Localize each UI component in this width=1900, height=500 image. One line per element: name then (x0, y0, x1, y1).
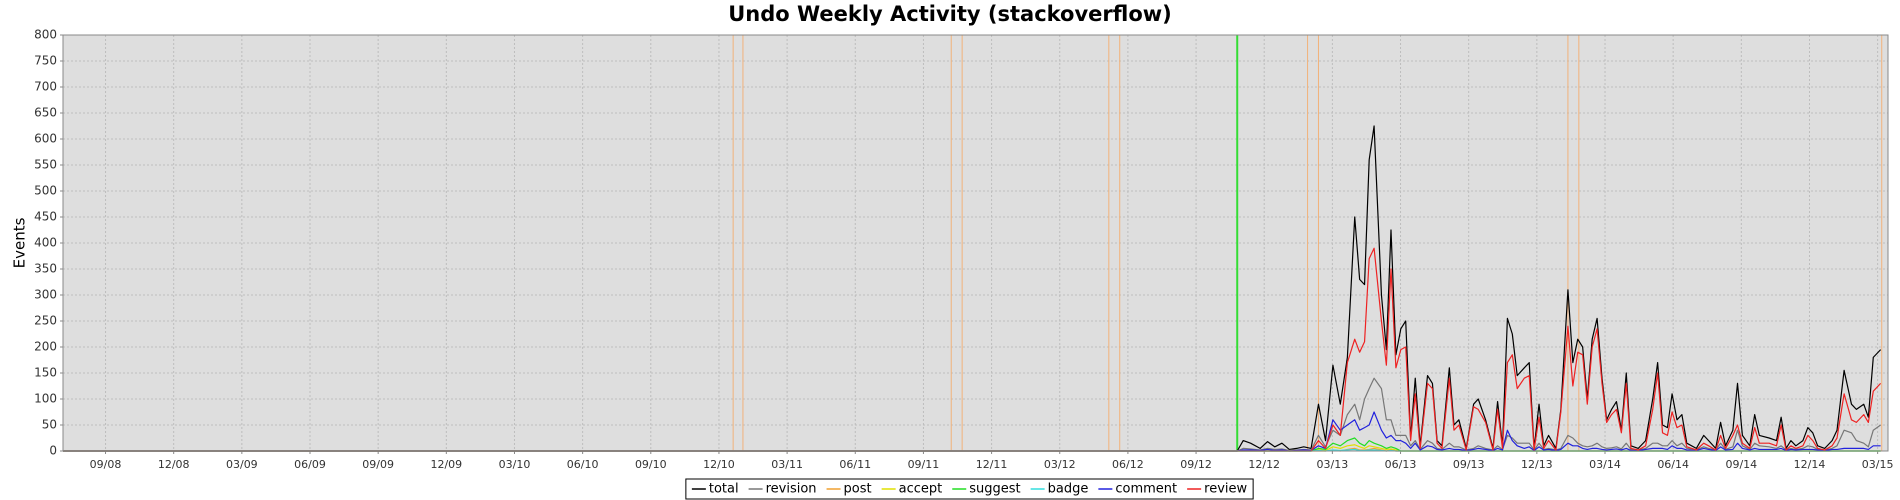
x-tick-label: 09/13 (1453, 458, 1485, 471)
legend-item: revision (748, 482, 817, 497)
legend-item: total (691, 482, 739, 497)
legend-item: review (1187, 482, 1247, 497)
x-tick-label: 09/09 (362, 458, 394, 471)
y-tick-label: 50 (42, 418, 57, 432)
x-tick-label: 03/12 (1044, 458, 1076, 471)
y-tick-label: 300 (34, 288, 57, 302)
x-tick-label: 06/09 (294, 458, 326, 471)
legend-item: post (826, 482, 872, 497)
y-axis-label: Events (11, 217, 29, 268)
x-tick-label: 03/10 (499, 458, 531, 471)
x-tick-label: 06/11 (839, 458, 871, 471)
x-tick-label: 09/14 (1725, 458, 1757, 471)
y-tick-label: 650 (34, 106, 57, 120)
legend: total revision post accept suggest badge comme… (685, 478, 1254, 500)
y-tick-label: 800 (34, 28, 57, 42)
legend-item: suggest (952, 482, 1021, 497)
legend-item: badge (1030, 482, 1089, 497)
y-tick-label: 400 (34, 236, 57, 250)
x-tick-label: 03/14 (1589, 458, 1621, 471)
legend-label: post (844, 482, 872, 497)
legend-label: accept (899, 482, 943, 497)
x-tick-label: 06/10 (567, 458, 599, 471)
y-tick-label: 600 (34, 132, 57, 146)
x-tick-label: 12/09 (430, 458, 462, 471)
legend-item: accept (881, 482, 943, 497)
chart-title: Undo Weekly Activity (stackoverflow) (728, 2, 1172, 26)
legend-label: total (709, 482, 739, 497)
x-tick-label: 06/13 (1385, 458, 1417, 471)
x-tick-label: 09/08 (90, 458, 122, 471)
x-tick-label: 12/08 (158, 458, 190, 471)
x-tick-label: 12/12 (1248, 458, 1280, 471)
y-tick-label: 350 (34, 262, 57, 276)
y-tick-label: 150 (34, 366, 57, 380)
legend-box (685, 478, 1254, 500)
series-line (63, 125, 1882, 452)
x-tick-label: 12/10 (703, 458, 735, 471)
y-tick-label: 0 (49, 444, 57, 458)
x-tick-label: 03/09 (226, 458, 258, 471)
x-tick-label: 12/11 (976, 458, 1008, 471)
x-tick-label: 09/12 (1180, 458, 1212, 471)
legend-label: suggest (969, 482, 1020, 497)
y-tick-label: 500 (34, 184, 57, 198)
x-tick-label: 12/13 (1521, 458, 1553, 471)
x-tick-label: 03/13 (1317, 458, 1349, 471)
y-tick-label: 750 (34, 54, 57, 68)
x-tick-label: 06/12 (1112, 458, 1144, 471)
y-tick-label: 100 (34, 392, 57, 406)
legend-label: comment (1115, 482, 1177, 497)
legend-label: review (1204, 482, 1247, 497)
y-tick-label: 450 (34, 210, 57, 224)
y-tick-label: 700 (34, 80, 57, 94)
legend-label: revision (766, 482, 817, 497)
x-tick-label: 03/11 (771, 458, 803, 471)
x-tick-label: 09/11 (908, 458, 940, 471)
x-tick-label: 09/10 (635, 458, 667, 471)
series-line (63, 377, 1881, 452)
legend-label: badge (1048, 482, 1089, 497)
series-line (63, 247, 1882, 452)
plot-border (62, 34, 1889, 452)
series-line (63, 411, 1881, 452)
y-tick-label: 250 (34, 314, 57, 328)
legend-item: comment (1098, 482, 1177, 497)
x-tick-label: 03/15 (1862, 458, 1894, 471)
y-tick-label: 550 (34, 158, 57, 172)
y-tick-label: 200 (34, 340, 57, 354)
x-tick-label: 12/14 (1794, 458, 1826, 471)
x-tick-label: 06/14 (1657, 458, 1689, 471)
